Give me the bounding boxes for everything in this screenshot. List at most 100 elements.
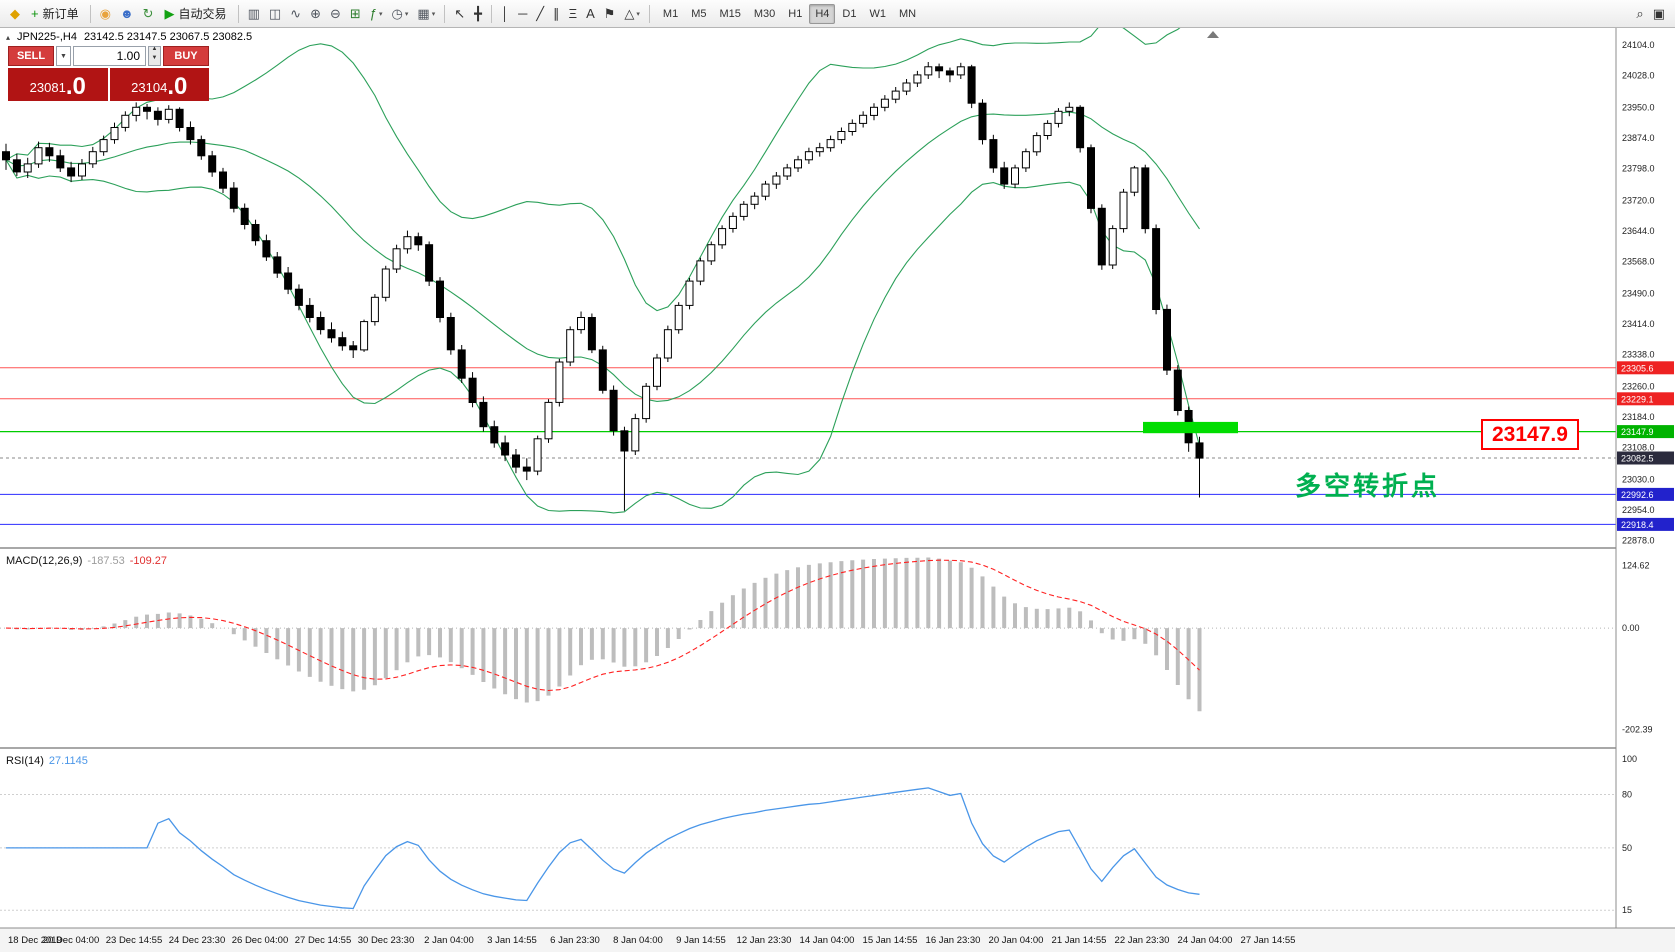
periods-button[interactable]: ◷ ▾	[388, 3, 413, 25]
stepper-down-icon[interactable]: ▼	[151, 55, 158, 61]
collapse-arrow-icon[interactable]: ▴	[6, 32, 11, 42]
buy-button[interactable]: BUY	[163, 46, 209, 66]
highlight-bar[interactable]	[1143, 421, 1238, 434]
chart-canvas[interactable]: 24104.0 24028.0 23950.0 23874.0 23798.0 23720…	[0, 28, 1675, 952]
horizontal-line-button[interactable]: ─	[514, 3, 531, 25]
zoom-in-icon: ⊕	[310, 6, 321, 21]
candles-series	[2, 62, 1204, 511]
level-lines[interactable]	[0, 367, 1616, 525]
chart-window-icon: ▣	[1652, 6, 1665, 21]
chart-ohlc-header: ▴ JPN225-,H4 23142.5 23147.5 23067.5 230…	[6, 31, 252, 43]
svg-text:22 Jan 23:30: 22 Jan 23:30	[1115, 935, 1170, 946]
chart-window-button[interactable]: ▣	[1649, 3, 1669, 25]
label-button[interactable]: ⚑	[600, 3, 620, 25]
timeframe-m30-button[interactable]: M30	[748, 4, 781, 24]
chart-shift-marker-icon[interactable]	[1207, 31, 1219, 38]
search-icon: ⌕	[1636, 6, 1644, 21]
dropdown-caret-icon: ▾	[431, 10, 436, 18]
periods-icon: ◷	[391, 6, 403, 21]
svg-text:30 Dec 23:30: 30 Dec 23:30	[358, 935, 415, 946]
refresh-button[interactable]: ↻	[139, 3, 158, 25]
svg-text:16 Jan 23:30: 16 Jan 23:30	[926, 935, 981, 946]
macd-label: MACD(12,26,9) -187.53 -109.27	[6, 555, 172, 567]
horizontal-line-icon: ─	[518, 6, 528, 21]
svg-text:23260.0: 23260.0	[1622, 381, 1655, 391]
candlestick-button[interactable]: ◫	[265, 3, 285, 25]
svg-text:100: 100	[1622, 754, 1637, 764]
volume-dropdown-button[interactable]: ▼	[56, 46, 71, 66]
price-tag	[1617, 361, 1674, 375]
sell-button[interactable]: SELL	[8, 46, 54, 66]
timeframe-m5-button[interactable]: M5	[685, 4, 712, 24]
macd-histogram	[14, 557, 1202, 712]
price-axis[interactable]: 24104.0 24028.0 23950.0 23874.0 23798.0 23720…	[1615, 28, 1675, 952]
templates-button[interactable]: ▦ ▾	[413, 3, 439, 25]
svg-text:22878.0: 22878.0	[1622, 536, 1655, 546]
text-button[interactable]: A	[582, 3, 599, 25]
crosshair-button[interactable]: ╋	[470, 3, 486, 25]
vertical-line-button[interactable]: │	[497, 3, 513, 25]
buy-price-display[interactable]: 23104.0	[109, 68, 209, 101]
fibonacci-button[interactable]: Ξ	[565, 3, 581, 25]
timeframe-mn-button[interactable]: MN	[893, 4, 922, 24]
timeframe-w1-button[interactable]: W1	[863, 4, 892, 24]
svg-text:27 Dec 14:55: 27 Dec 14:55	[295, 935, 352, 946]
new-order-button-label: 新订单	[42, 7, 79, 21]
svg-text:8 Jan 04:00: 8 Jan 04:00	[613, 935, 663, 946]
search-button[interactable]: ⌕	[1632, 3, 1647, 25]
profile-icon: ☻	[119, 6, 134, 21]
timeframe-d1-button[interactable]: D1	[836, 4, 862, 24]
svg-text:22954.0: 22954.0	[1622, 505, 1655, 515]
stepper-up-icon[interactable]: ▲	[151, 46, 158, 52]
svg-text:2 Jan 04:00: 2 Jan 04:00	[424, 935, 474, 946]
rsi-label: RSI(14) 27.1145	[6, 755, 93, 767]
svg-text:24 Jan 04:00: 24 Jan 04:00	[1178, 935, 1233, 946]
tile-windows-button[interactable]: ⊞	[346, 3, 365, 25]
new-order-icon: +	[31, 6, 39, 21]
trendline-button[interactable]: ╱	[532, 3, 548, 25]
svg-text:23568.0: 23568.0	[1622, 257, 1655, 267]
line-chart-button[interactable]: ∿	[286, 3, 305, 25]
ohlc-values: 23142.5 23147.5 23067.5 23082.5	[83, 31, 253, 43]
svg-text:23082.5: 23082.5	[1621, 454, 1654, 464]
app-logo-icon: ◆	[10, 6, 20, 21]
svg-text:23414.0: 23414.0	[1622, 319, 1655, 329]
autotrading-button[interactable]: ▶ 自动交易	[159, 3, 233, 25]
profile-button[interactable]: ☻	[116, 3, 138, 25]
volume-stepper[interactable]: ▲ ▼	[148, 46, 161, 66]
symbol-period-label: JPN225-,H4	[17, 31, 77, 43]
timeframe-h1-button[interactable]: H1	[782, 4, 808, 24]
sell-price-display[interactable]: 23081.0	[8, 68, 108, 101]
zoom-out-button[interactable]: ⊖	[326, 3, 345, 25]
fibonacci-icon: Ξ	[568, 6, 578, 21]
toolbar-separator	[444, 4, 446, 23]
text-icon: A	[586, 6, 595, 21]
macd-value: -187.53	[87, 555, 125, 567]
timeframe-m1-button[interactable]: M1	[657, 4, 684, 24]
volume-input[interactable]: 1.00	[73, 46, 146, 66]
svg-text:23147.9: 23147.9	[1621, 427, 1654, 437]
indicators-button[interactable]: ƒ ▾	[366, 3, 387, 25]
zoom-in-button[interactable]: ⊕	[306, 3, 325, 25]
toolbar-separator	[237, 4, 239, 23]
timeframe-h4-button[interactable]: H4	[809, 3, 836, 24]
timeframe-m15-button[interactable]: M15	[713, 4, 746, 24]
turning-point-label[interactable]: 多空转折点	[1295, 471, 1441, 501]
cursor-button[interactable]: ↖	[450, 3, 469, 25]
channel-icon: ∥	[553, 6, 560, 21]
app-logo-button[interactable]: ◆	[6, 3, 24, 25]
mql5-community-button[interactable]: ◉	[96, 3, 115, 25]
svg-text:23338.0: 23338.0	[1622, 350, 1655, 360]
bar-chart-button[interactable]: ▥	[244, 3, 264, 25]
price-callout[interactable]: 23147.9	[1481, 419, 1579, 450]
shapes-button[interactable]: △ ▾	[620, 3, 644, 25]
channel-button[interactable]: ∥	[549, 3, 564, 25]
svg-text:12 Jan 23:30: 12 Jan 23:30	[737, 935, 792, 946]
one-click-trading-panel: SELL ▼ 1.00 ▲ ▼ BUY 23081.0 23104.0	[8, 46, 209, 101]
new-order-button[interactable]: + 新订单	[25, 3, 85, 25]
templates-icon: ▦	[417, 6, 430, 21]
price-tag	[1617, 392, 1674, 406]
chart-window: 24104.0 24028.0 23950.0 23874.0 23798.0 23720…	[0, 28, 1675, 952]
